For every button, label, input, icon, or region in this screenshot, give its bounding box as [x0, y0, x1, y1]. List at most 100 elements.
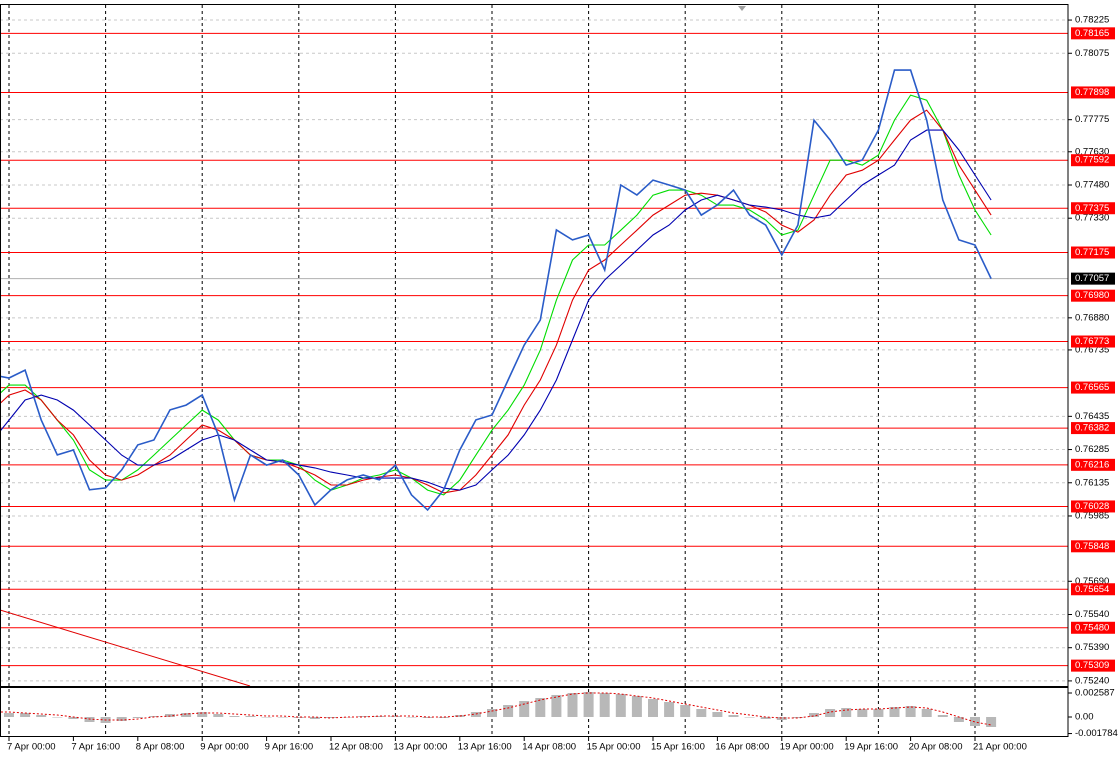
histogram-bar	[825, 709, 836, 718]
histogram-bar	[116, 717, 127, 721]
shift-marker	[738, 6, 746, 11]
y-tick-label: 0.77775	[1075, 114, 1109, 125]
histogram-bar	[728, 714, 739, 718]
x-tick-label: 14 Apr 08:00	[522, 742, 576, 753]
histogram-bar	[4, 713, 14, 718]
x-tick-label: 8 Apr 08:00	[136, 742, 185, 753]
y-tick-label: 0.76735	[1075, 344, 1109, 355]
y-tick-label: 0.76135	[1075, 477, 1109, 488]
level-label-box	[1071, 422, 1115, 435]
level-label-box	[1071, 289, 1115, 302]
x-tick-label: 9 Apr 00:00	[200, 742, 249, 753]
histogram-bar	[36, 714, 47, 718]
level-label: 0.77375	[1075, 203, 1109, 214]
x-tick-label: 9 Apr 16:00	[265, 742, 314, 753]
y-tick-label: 0.75390	[1075, 642, 1109, 653]
histogram-bar	[889, 706, 900, 718]
y-tick-label: 0.75690	[1075, 576, 1109, 587]
histogram-bar	[358, 715, 369, 718]
level-label: 0.75480	[1075, 622, 1109, 633]
histogram-bar	[680, 704, 691, 718]
histogram-bar	[229, 715, 240, 718]
histogram-bar	[181, 713, 192, 718]
level-label: 0.76216	[1075, 459, 1109, 470]
level-label: 0.76773	[1075, 336, 1109, 347]
histogram-bar	[567, 693, 578, 718]
histogram-bar	[309, 717, 320, 720]
x-tick-label: 20 Apr 08:00	[909, 742, 963, 753]
histogram-bar	[905, 705, 916, 718]
x-tick-label: 12 Apr 08:00	[329, 742, 383, 753]
histogram-bar	[390, 715, 401, 718]
histogram-bar	[953, 717, 964, 723]
x-tick-label: 13 Apr 16:00	[458, 742, 512, 753]
histogram-bar	[406, 717, 417, 718]
y-tick-label: -0.001784	[1075, 728, 1118, 739]
level-label: 0.77175	[1075, 247, 1109, 258]
level-label: 0.76382	[1075, 423, 1109, 434]
y-tick-label: 0.002587	[1075, 688, 1115, 699]
level-label: 0.78165	[1075, 28, 1109, 39]
level-label: 0.76028	[1075, 501, 1109, 512]
histogram-bar	[277, 717, 288, 718]
histogram-bar	[712, 712, 723, 718]
level-label-box	[1071, 27, 1115, 40]
level-label: 0.76565	[1075, 382, 1109, 393]
y-tick-label: 0.77330	[1075, 213, 1109, 224]
histogram-bar	[776, 717, 787, 720]
y-tick-label: 0.76435	[1075, 411, 1109, 422]
level-label: 0.75654	[1075, 584, 1109, 595]
histogram-bar	[535, 698, 546, 718]
histogram-bar	[503, 704, 514, 718]
histogram-bar	[374, 715, 385, 718]
histogram-bar	[696, 709, 707, 718]
histogram-bar	[245, 715, 256, 718]
y-tick-label: 0.75985	[1075, 510, 1109, 521]
price-label-box	[1071, 272, 1115, 285]
histogram-bar	[261, 717, 272, 718]
level-label-box	[1071, 621, 1115, 634]
y-tick-label: 0.76285	[1075, 444, 1109, 455]
x-tick-label: 13 Apr 00:00	[393, 742, 447, 753]
moving-average	[0, 129, 992, 491]
histogram-bar	[921, 709, 932, 718]
grid-layer	[0, 5, 1068, 736]
histogram-bar	[487, 709, 497, 718]
level-label: 0.77898	[1075, 87, 1109, 98]
level-label: 0.76980	[1075, 290, 1109, 301]
histogram-bar	[213, 714, 224, 718]
moving-average	[0, 109, 992, 494]
x-tick-label: 19 Apr 00:00	[780, 742, 834, 753]
y-tick-label: 0.77480	[1075, 180, 1109, 191]
histogram-bar	[631, 695, 642, 718]
level-label-box	[1071, 500, 1115, 513]
histogram-bar	[132, 717, 143, 719]
x-tick-label: 15 Apr 00:00	[587, 742, 641, 753]
level-label-box	[1071, 381, 1115, 394]
histogram-bar	[197, 712, 208, 718]
x-tick-label: 7 Apr 00:00	[7, 742, 56, 753]
y-tick-label: 0.00	[1075, 712, 1094, 723]
oscillator-panel	[0, 691, 997, 728]
level-label-box	[1071, 458, 1115, 471]
histogram-bar	[519, 700, 530, 718]
histogram-bar	[293, 717, 304, 719]
histogram-bar	[438, 717, 449, 719]
histogram-bar	[52, 717, 63, 718]
histogram-bar	[615, 694, 626, 718]
histogram-bar	[326, 717, 336, 719]
level-label-box	[1071, 202, 1115, 215]
y-tick-label: 0.78075	[1075, 48, 1109, 59]
histogram-bar	[68, 717, 79, 720]
signal-line	[0, 692, 992, 726]
histogram-bar	[551, 694, 562, 718]
histogram-bar	[648, 699, 658, 718]
histogram-bar	[342, 717, 353, 718]
y-tick-label: 0.75240	[1075, 675, 1109, 686]
price-panel	[0, 32, 1068, 686]
histogram-bar	[583, 691, 594, 718]
trend-line	[0, 609, 251, 686]
level-label-box	[1071, 659, 1115, 672]
